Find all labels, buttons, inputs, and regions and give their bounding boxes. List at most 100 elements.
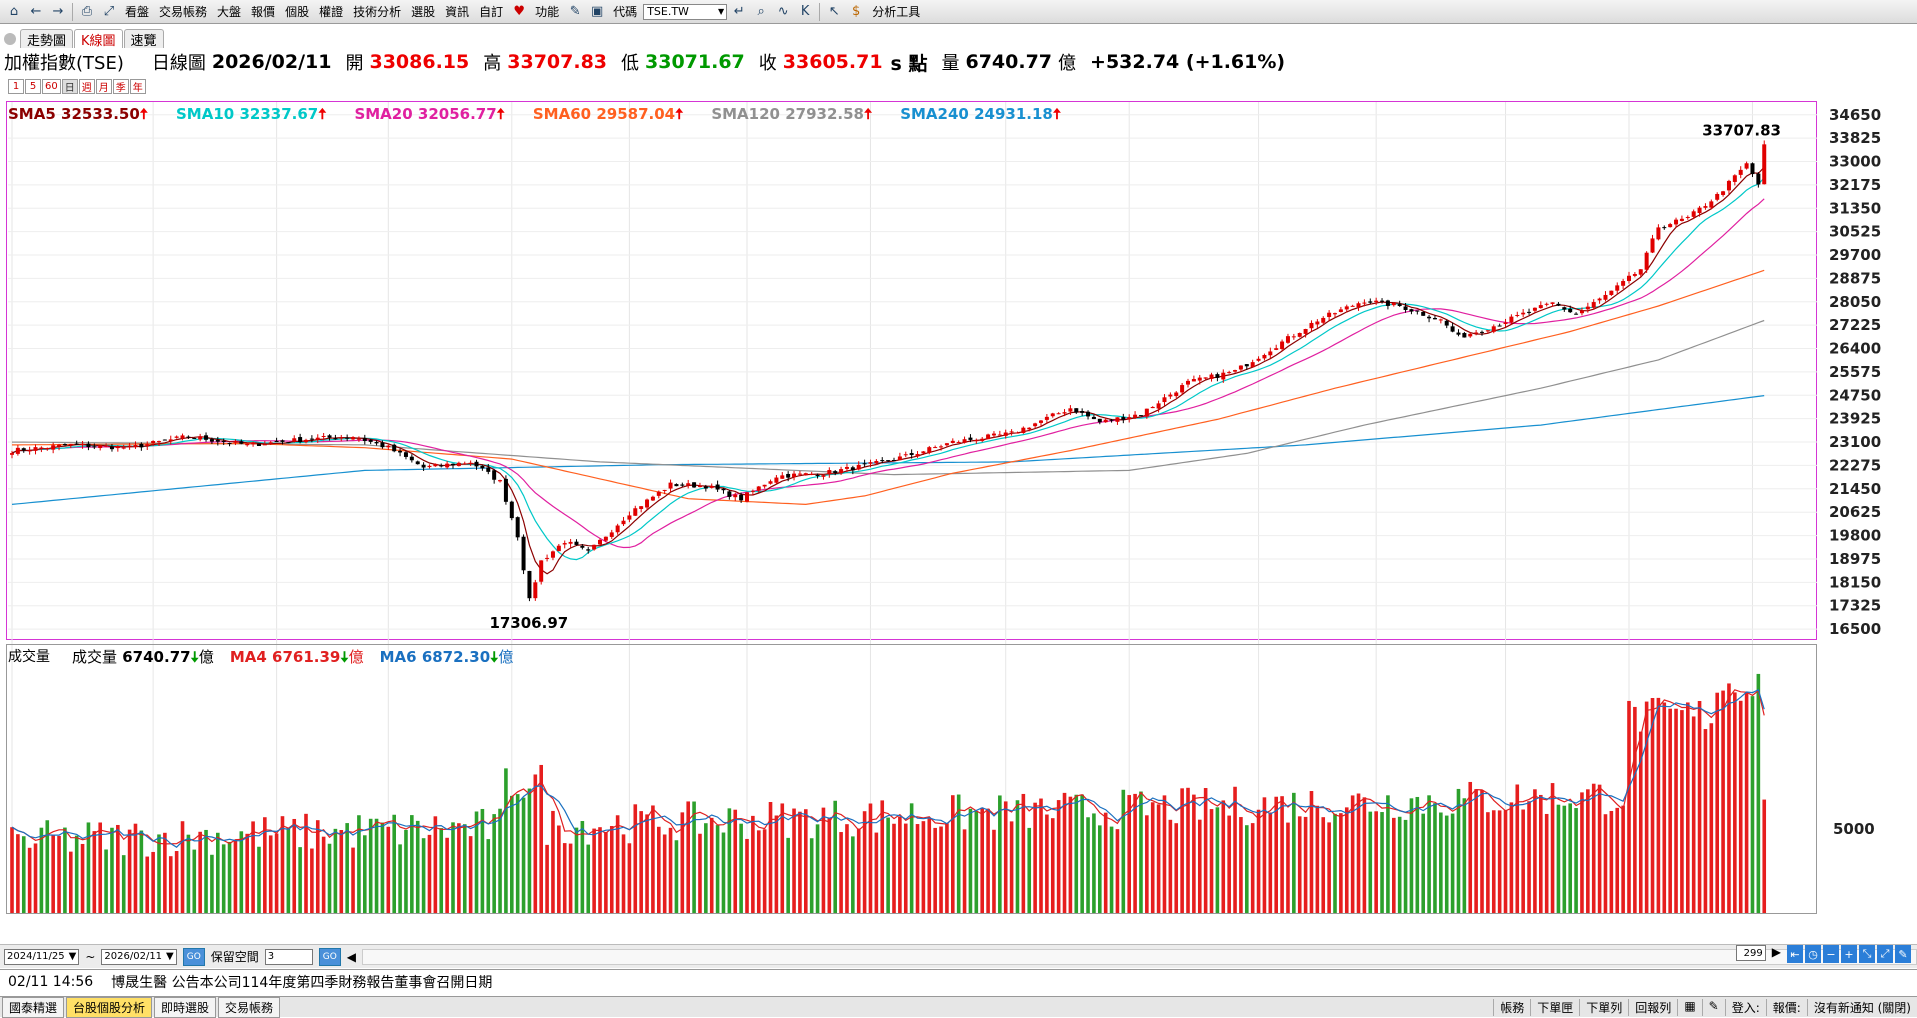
status-order-bar[interactable]: 下單列 (1579, 998, 1628, 1016)
volume-bar (339, 830, 344, 913)
pencil-icon[interactable]: ✎ (569, 4, 581, 19)
menu-custom[interactable]: 自訂 (479, 5, 504, 19)
from-date-select[interactable]: 2024/11/25 ▼ (4, 948, 80, 965)
zoom-out-icon[interactable]: − (1823, 945, 1839, 963)
menu-technical[interactable]: 技術分析 (353, 5, 402, 19)
calendar-icon[interactable]: ▦ (1677, 998, 1701, 1016)
k-line-icon[interactable]: K (800, 4, 810, 19)
back-arrow-icon[interactable]: ← (30, 4, 42, 19)
volume-bar (45, 820, 50, 913)
tab-stock-analysis[interactable]: 台股個股分析 (66, 996, 153, 1018)
jump-start-icon[interactable]: ⇤ (1787, 945, 1803, 963)
quote-header: 加權指數(TSE) 日線圖 2026/02/11 開 33086.15 高 33… (4, 50, 1285, 75)
to-date-select[interactable]: 2026/02/11 ▼ (101, 948, 177, 965)
forward-arrow-icon[interactable]: → (52, 4, 64, 19)
candle-body (1191, 379, 1196, 382)
candle-body (268, 442, 273, 444)
candle-body (1726, 180, 1731, 191)
period-day-button[interactable]: 日 (61, 79, 78, 94)
menu-function[interactable]: 功能 (535, 5, 560, 19)
expand-icon[interactable]: ⤢ (103, 4, 115, 19)
heart-icon[interactable]: ♥ (513, 4, 525, 19)
menu-watch[interactable]: 看盤 (125, 5, 150, 19)
volume-unit: 億 (1058, 53, 1077, 74)
down-arrow-icon: 🠇 (340, 648, 349, 666)
draw-icon[interactable]: ✎ (1895, 945, 1911, 963)
collapse-icon[interactable] (4, 33, 16, 45)
code-input[interactable]: TSE.TW ▼ (643, 3, 728, 20)
horizontal-scrollbar[interactable] (362, 948, 1917, 965)
period-month-button[interactable]: 月 (95, 79, 112, 94)
price-chart-frame[interactable] (6, 101, 1817, 640)
volume-bar (1309, 791, 1314, 913)
candle-body (939, 446, 944, 448)
status-order-box[interactable]: 下單匣 (1530, 998, 1579, 1016)
enter-icon[interactable]: ↵ (733, 4, 745, 19)
up-arrow-icon: 🠅 (1052, 105, 1062, 123)
menu-quote[interactable]: 報價 (251, 5, 276, 19)
volume-bar (363, 835, 367, 913)
volume-chart-frame[interactable] (6, 644, 1817, 914)
down-arrow-icon: 🠇 (490, 648, 499, 666)
period-5min-button[interactable]: 5 (25, 79, 41, 94)
go-button-2[interactable]: GO (318, 947, 341, 966)
chevron-down-icon[interactable]: ▼ (68, 951, 77, 962)
period-week-button[interactable]: 週 (78, 79, 95, 94)
volume-bar (751, 815, 755, 913)
home-icon[interactable]: ⌂ (9, 4, 19, 19)
note-icon[interactable]: ▣ (591, 4, 604, 19)
chevron-down-icon[interactable]: ▼ (166, 951, 174, 962)
tab-kline[interactable]: K線圖 (74, 29, 123, 49)
zoom-in-icon[interactable]: + (1841, 945, 1857, 963)
cursor-icon[interactable]: ↖ (828, 4, 840, 19)
menu-analysis-tools[interactable]: 分析工具 (872, 5, 921, 19)
candle-body (1391, 302, 1396, 306)
tab-realtime-screener[interactable]: 即時選股 (154, 996, 217, 1018)
x-tick-label: 03 (384, 917, 403, 920)
tab-overview[interactable]: 速覽 (123, 29, 164, 49)
clock-icon[interactable]: ◷ (1805, 945, 1821, 963)
volume-bar (1421, 813, 1425, 913)
menu-screener[interactable]: 選股 (411, 5, 436, 19)
tab-trend[interactable]: 走勢圖 (20, 29, 74, 49)
toolbar-divider (819, 2, 821, 21)
candle-body (921, 451, 926, 454)
dollar-icon[interactable]: $ (852, 4, 861, 19)
volume-bar (856, 828, 861, 913)
bars-count[interactable]: 299 (1735, 945, 1766, 961)
candle-body (403, 452, 408, 457)
go-button[interactable]: GO (182, 947, 205, 966)
edit-icon[interactable]: ✎ (1701, 998, 1725, 1016)
menu-info[interactable]: 資訊 (445, 5, 470, 19)
scroll-left-icon[interactable]: ◀ (346, 949, 356, 964)
chevron-down-icon[interactable]: ▼ (718, 7, 725, 16)
fit-icon[interactable]: ⤡ (1859, 945, 1875, 963)
tab-cathay-picks[interactable]: 國泰精選 (2, 996, 65, 1018)
scroll-right-icon[interactable]: ▶ (1771, 945, 1781, 959)
print-icon[interactable]: ⎙ (81, 4, 93, 19)
search-icon[interactable]: ⌕ (757, 4, 765, 19)
menu-trade-account[interactable]: 交易帳務 (159, 5, 208, 19)
candle-body (1285, 336, 1290, 343)
x-tick-label: 02 (1748, 917, 1767, 920)
status-account[interactable]: 帳務 (1493, 998, 1530, 1016)
period-60min-button[interactable]: 60 (42, 79, 61, 94)
tab-trade-account[interactable]: 交易帳務 (218, 996, 281, 1018)
expand-icon[interactable]: ⤢ (1877, 945, 1893, 963)
period-year-button[interactable]: 年 (129, 79, 146, 94)
news-text[interactable]: 博晟生醫 公告本公司114年度第四季財務報告董事會召開日期 (111, 974, 493, 991)
menu-stock[interactable]: 個股 (285, 5, 310, 19)
period-quarter-button[interactable]: 季 (112, 79, 129, 94)
menu-warrant[interactable]: 權證 (319, 5, 344, 19)
status-notifications[interactable]: 沒有新通知 (關閉) (1806, 998, 1917, 1016)
news-ticker[interactable]: 02/11 14:56 博晟生醫 公告本公司114年度第四季財務報告董事會召開日… (0, 969, 1917, 993)
status-report-bar[interactable]: 回報列 (1628, 998, 1677, 1016)
period-1min-button[interactable]: 1 (8, 79, 24, 94)
volume-bar (1609, 810, 1614, 913)
candle-body (1685, 216, 1690, 218)
volume-bar (1480, 790, 1484, 913)
volume-bar (80, 843, 85, 913)
keep-space-input[interactable]: 3 (264, 948, 313, 965)
menu-market[interactable]: 大盤 (217, 5, 242, 19)
chart-icon[interactable]: ∿ (777, 4, 789, 19)
